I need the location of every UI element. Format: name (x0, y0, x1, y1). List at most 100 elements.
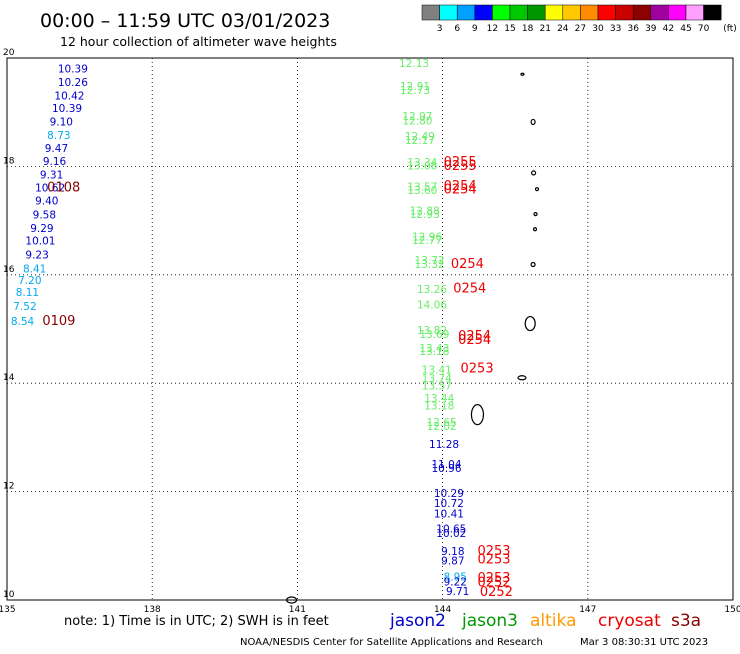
legend-swatch (668, 4, 687, 21)
island-outline (530, 261, 536, 268)
island-outline (530, 118, 536, 126)
pass-time-label: 0254 (458, 329, 491, 344)
wave-height-label: 10.39 (58, 63, 88, 75)
wave-height-label: 12.17 (405, 135, 435, 147)
wave-height-label: 13.82 (417, 325, 447, 337)
legend-tick-label: 33 (610, 24, 621, 34)
wave-height-label: 8.41 (23, 263, 46, 275)
legend-tick-label: 12 (487, 24, 498, 34)
pass-time-label: 0108 (47, 181, 80, 196)
pass-time-label: 0254 (458, 333, 491, 348)
island-outline (470, 404, 485, 426)
pass-time-label: 0252 (477, 576, 510, 591)
pass-time-label: 0254 (444, 183, 477, 198)
wave-height-label: 13.74 (422, 373, 452, 385)
wave-height-label: 12.49 (405, 131, 435, 143)
wave-height-label: 13.41 (422, 365, 452, 377)
legend-swatch (632, 4, 652, 21)
satellite-name: s3a (671, 611, 701, 631)
wave-height-label: 12.80 (402, 115, 432, 127)
pass-time-label: 0252 (480, 585, 513, 600)
pass-time-label: 0255 (444, 155, 477, 170)
legend-tick-label: 39 (645, 24, 657, 34)
wave-height-label: 11.04 (431, 459, 461, 471)
wave-height-label: 9.47 (45, 143, 68, 155)
wave-height-label: 9.87 (441, 555, 464, 567)
legend-unit: (ft) (723, 24, 737, 34)
wave-height-label: 12.77 (412, 235, 442, 247)
legend-swatch (492, 4, 511, 21)
map-axes: 135 138 141 144 147 150 20 18 16 14 12 10 (0, 48, 740, 615)
pass-time-label: 0109 (42, 314, 75, 329)
lon-tick-label: 141 (289, 605, 306, 615)
lat-tick-label: 10 (3, 590, 15, 600)
wave-height-label: 13.34 (407, 157, 437, 169)
wave-height-label: 10.39 (52, 103, 82, 115)
wave-height-label: 9.29 (30, 223, 53, 235)
wave-height-label: 14.06 (417, 300, 447, 312)
wave-height-label: 9.16 (43, 156, 67, 168)
wave-height-label: 9.18 (441, 546, 464, 558)
satellite-name: jason3 (461, 611, 518, 631)
wave-height-label: 12.65 (427, 417, 457, 429)
observations: 10.3910.2610.4210.399.108.739.479.169.31… (11, 58, 513, 600)
wave-height-label: 13.60 (407, 185, 437, 197)
wave-height-label: 10.65 (436, 523, 466, 535)
wave-height-label: 13.57 (422, 380, 452, 392)
wave-height-label: 8.54 (11, 316, 35, 328)
legend-tick-label: 18 (522, 24, 534, 34)
satellite-legend: jason2 jason3 altika cryosat s3a (389, 611, 701, 631)
pass-time-label: 0253 (477, 571, 510, 586)
pass-time-label: 0253 (477, 544, 510, 559)
lon-tick-label: 144 (434, 605, 451, 615)
legend-tick-label: 6 (454, 24, 460, 34)
wave-height-label: 12.88 (410, 205, 440, 217)
lat-tick-label: 16 (3, 265, 15, 275)
wave-height-label: 9.22 (444, 577, 467, 589)
color-legend: 3 6 9 12 15 18 21 24 27 30 33 36 39 42 45 70 (ft) (421, 4, 737, 34)
legend-swatch (439, 4, 458, 21)
legend-swatch (456, 4, 476, 21)
footer-credit: NOAA/NESDIS Center for Satellite Applica… (240, 637, 543, 648)
map-grid (7, 58, 733, 600)
satellite-name: altika (530, 611, 577, 631)
legend-swatch (650, 4, 669, 21)
wave-height-label: 10.72 (434, 498, 464, 510)
lat-tick-label: 18 (3, 156, 15, 166)
satellite-name: jason2 (389, 611, 446, 631)
wave-height-label: 12.13 (399, 58, 429, 70)
wave-height-label: 10.01 (25, 236, 55, 248)
wave-height-label: 8.73 (47, 130, 70, 142)
legend-tick-label: 70 (698, 24, 710, 34)
legend-swatch (527, 4, 546, 21)
island-outline (532, 227, 538, 232)
footer-note: note: 1) Time is in UTC; 2) SWH is in fe… (64, 614, 329, 629)
legend-swatch (474, 4, 493, 21)
wave-height-label: 12.73 (400, 85, 430, 97)
coastline (285, 72, 540, 604)
wave-height-label: 9.58 (33, 210, 56, 222)
wave-height-label: 9.23 (25, 250, 48, 262)
wave-height-label: 13.18 (419, 346, 449, 358)
wave-height-label: 13.57 (407, 181, 437, 193)
wave-height-label: 13.18 (424, 400, 454, 412)
pass-time-label: 0254 (444, 179, 477, 194)
island-outline (534, 187, 540, 192)
legend-swatch (615, 4, 634, 21)
wave-height-label: 13.43 (419, 343, 449, 355)
pass-time-label: 0255 (444, 159, 477, 174)
wave-height-label: 13.72 (415, 255, 445, 267)
lon-tick-label: 147 (579, 605, 596, 615)
pass-time-label: 0253 (461, 362, 494, 377)
island-outline (524, 315, 536, 332)
legend-tick-label: 3 (437, 24, 443, 34)
legend-swatch (597, 4, 616, 21)
legend-tick-label: 42 (663, 24, 674, 34)
wave-height-label: 7.52 (13, 301, 36, 313)
legend-tick-label: 27 (575, 24, 586, 34)
lon-tick-label: 150 (724, 605, 740, 615)
wave-height-label: 9.71 (446, 586, 469, 598)
wave-height-label: 12.97 (402, 111, 432, 123)
footer-timestamp: Mar 3 08:30:31 UTC 2023 (580, 637, 708, 648)
